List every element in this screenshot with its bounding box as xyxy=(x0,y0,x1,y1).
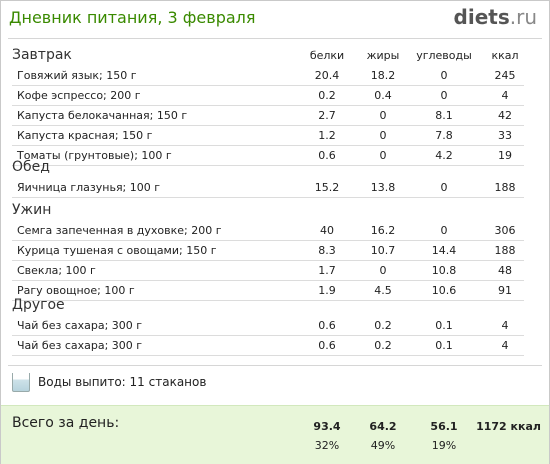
fat-value: 0.2 xyxy=(374,339,392,352)
fat-value: 0 xyxy=(379,129,387,142)
carbs-value: 10.6 xyxy=(431,284,457,297)
kcal-value: 48 xyxy=(498,264,512,277)
fat-value: 0 xyxy=(379,264,387,277)
column-protein: белки xyxy=(309,49,345,62)
protein-value: 1.7 xyxy=(318,264,336,277)
kcal-value: 188 xyxy=(494,244,516,257)
carbs-percent: 19% xyxy=(431,439,457,452)
carbs-value: 0 xyxy=(440,181,448,194)
food-name: Курица тушеная с овощами; 150 г xyxy=(17,244,217,257)
water-text: Воды выпито: 11 стаканов xyxy=(38,375,207,389)
day-totals: Всего за день: 93.4 64.2 56.1 1172 ккал … xyxy=(1,405,549,464)
food-name: Чай без сахара; 300 г xyxy=(17,319,143,332)
carbs-value: 0 xyxy=(440,89,448,102)
carbs-value: 14.4 xyxy=(431,244,457,257)
carbs-value: 4.2 xyxy=(435,149,453,162)
kcal-value: 4 xyxy=(501,319,509,332)
fat-value: 0 xyxy=(379,109,387,122)
carbs-value: 10.8 xyxy=(431,264,457,277)
food-name: Свекла; 100 г xyxy=(17,264,96,277)
protein-value: 0.2 xyxy=(318,89,336,102)
food-name: Капуста белокачанная; 150 г xyxy=(17,109,188,122)
section-title: Обед xyxy=(12,159,50,175)
section-title: Ужин xyxy=(12,202,52,218)
food-row[interactable]: Чай без сахара; 300 г 0.6 0.2 0.1 4 xyxy=(12,336,524,356)
food-row[interactable]: Кофе эспрессо; 200 г 0.2 0.4 0 4 xyxy=(12,86,524,106)
carbs-value: 8.1 xyxy=(435,109,453,122)
food-row[interactable]: Томаты (грунтовые); 100 г 0.6 0 4.2 19 xyxy=(12,146,524,166)
protein-value: 15.2 xyxy=(314,181,340,194)
food-name: Семга запеченная в духовке; 200 г xyxy=(17,224,222,237)
protein-value: 8.3 xyxy=(318,244,336,257)
column-kcal: ккал xyxy=(491,49,519,62)
food-name: Рагу овощное; 100 г xyxy=(17,284,135,297)
kcal-value: 33 xyxy=(498,129,512,142)
total-protein: 93.4 xyxy=(313,420,341,433)
fat-value: 10.7 xyxy=(370,244,396,257)
protein-value: 0.6 xyxy=(318,319,336,332)
total-fat: 64.2 xyxy=(369,420,397,433)
fat-value: 18.2 xyxy=(370,69,396,82)
carbs-value: 0.1 xyxy=(435,339,453,352)
total-carbs: 56.1 xyxy=(430,420,458,433)
food-name: Томаты (грунтовые); 100 г xyxy=(17,149,172,162)
site-logo[interactable]: diets.ru xyxy=(454,5,537,29)
logo-suffix: .ru xyxy=(509,5,537,29)
carbs-value: 0 xyxy=(440,69,448,82)
fat-percent: 49% xyxy=(370,439,396,452)
food-row[interactable]: Говяжий язык; 150 г 20.4 18.2 0 245 xyxy=(12,66,524,86)
water-divider xyxy=(8,365,542,366)
page-title: Дневник питания, 3 февраля xyxy=(9,8,256,27)
total-kcal: 1172 ккал xyxy=(476,420,541,433)
carbs-value: 0.1 xyxy=(435,319,453,332)
protein-value: 2.7 xyxy=(318,109,336,122)
food-row[interactable]: Капуста белокачанная; 150 г 2.7 0 8.1 42 xyxy=(12,106,524,126)
kcal-value: 91 xyxy=(498,284,512,297)
protein-percent: 32% xyxy=(314,439,340,452)
food-name: Капуста красная; 150 г xyxy=(17,129,153,142)
protein-value: 0.6 xyxy=(318,149,336,162)
food-row[interactable]: Курица тушеная с овощами; 150 г 8.3 10.7 14… xyxy=(12,241,524,261)
food-row[interactable]: Чай без сахара; 300 г 0.6 0.2 0.1 4 xyxy=(12,316,524,336)
food-row[interactable]: Семга запеченная в духовке; 200 г 40 16.2 0… xyxy=(12,221,524,241)
fat-value: 0 xyxy=(379,149,387,162)
kcal-value: 188 xyxy=(494,181,516,194)
food-row[interactable]: Свекла; 100 г 1.7 0 10.8 48 xyxy=(12,261,524,281)
kcal-value: 245 xyxy=(494,69,516,82)
food-row[interactable]: Капуста красная; 150 г 1.2 0 7.8 33 xyxy=(12,126,524,146)
kcal-value: 306 xyxy=(494,224,516,237)
fat-value: 13.8 xyxy=(370,181,396,194)
kcal-value: 4 xyxy=(501,89,509,102)
totals-label: Всего за день: xyxy=(12,415,120,431)
protein-value: 1.9 xyxy=(318,284,336,297)
protein-value: 1.2 xyxy=(318,129,336,142)
food-name: Чай без сахара; 300 г xyxy=(17,339,143,352)
food-name: Говяжий язык; 150 г xyxy=(17,69,137,82)
protein-value: 0.6 xyxy=(318,339,336,352)
water-glass-icon xyxy=(12,373,30,392)
section-title: Другое xyxy=(12,297,65,313)
header-divider xyxy=(8,38,542,39)
column-fat: жиры xyxy=(366,49,400,62)
kcal-value: 42 xyxy=(498,109,512,122)
section-title: Завтрак xyxy=(12,47,72,63)
column-carbs: углеводы xyxy=(416,49,472,62)
fat-value: 0.2 xyxy=(374,319,392,332)
food-name: Яичница глазунья; 100 г xyxy=(17,181,161,194)
carbs-value: 7.8 xyxy=(435,129,453,142)
carbs-value: 0 xyxy=(440,224,448,237)
food-row[interactable]: Яичница глазунья; 100 г 15.2 13.8 0 188 xyxy=(12,178,524,198)
fat-value: 16.2 xyxy=(370,224,396,237)
kcal-value: 19 xyxy=(498,149,512,162)
fat-value: 0.4 xyxy=(374,89,392,102)
food-name: Кофе эспрессо; 200 г xyxy=(17,89,141,102)
header: Дневник питания, 3 февраля diets.ru xyxy=(1,1,549,35)
logo-main: diets xyxy=(453,5,510,29)
fat-value: 4.5 xyxy=(374,284,392,297)
protein-value: 20.4 xyxy=(314,69,340,82)
food-row[interactable]: Рагу овощное; 100 г 1.9 4.5 10.6 91 xyxy=(12,281,524,301)
protein-value: 40 xyxy=(320,224,334,237)
kcal-value: 4 xyxy=(501,339,509,352)
